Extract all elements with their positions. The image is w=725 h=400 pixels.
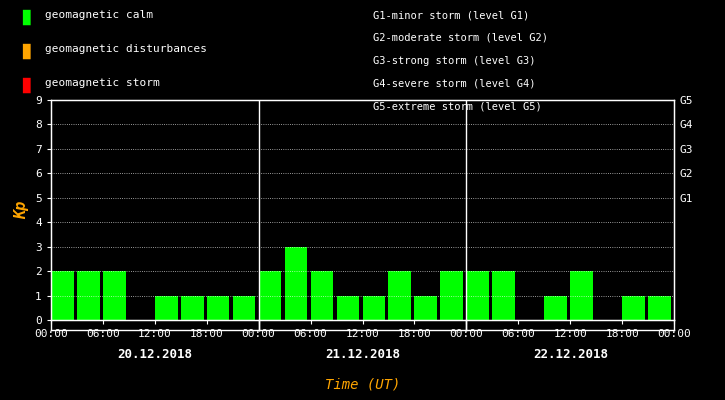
Y-axis label: Kp: Kp xyxy=(14,201,30,219)
Bar xyxy=(466,271,489,320)
Bar xyxy=(544,296,567,320)
Text: G2-moderate storm (level G2): G2-moderate storm (level G2) xyxy=(373,33,548,43)
Text: 20.12.2018: 20.12.2018 xyxy=(117,348,192,360)
Text: 21.12.2018: 21.12.2018 xyxy=(325,348,400,360)
Text: geomagnetic storm: geomagnetic storm xyxy=(45,78,160,88)
Bar xyxy=(77,271,99,320)
Bar xyxy=(181,296,204,320)
Bar xyxy=(389,271,411,320)
Bar xyxy=(51,271,74,320)
Text: geomagnetic disturbances: geomagnetic disturbances xyxy=(45,44,207,54)
Text: █: █ xyxy=(22,78,29,94)
Bar xyxy=(674,271,697,320)
Text: Time (UT): Time (UT) xyxy=(325,377,400,391)
Bar xyxy=(362,296,386,320)
Bar xyxy=(492,271,515,320)
Bar xyxy=(622,296,645,320)
Bar xyxy=(259,271,281,320)
Bar xyxy=(310,271,334,320)
Bar xyxy=(103,271,125,320)
Bar xyxy=(571,271,593,320)
Text: 22.12.2018: 22.12.2018 xyxy=(533,348,608,360)
Bar xyxy=(284,247,307,320)
Bar xyxy=(415,296,437,320)
Text: G4-severe storm (level G4): G4-severe storm (level G4) xyxy=(373,78,536,88)
Bar xyxy=(648,296,671,320)
Text: geomagnetic calm: geomagnetic calm xyxy=(45,10,153,20)
Bar xyxy=(233,296,255,320)
Text: G3-strong storm (level G3): G3-strong storm (level G3) xyxy=(373,56,536,66)
Bar xyxy=(154,296,178,320)
Bar xyxy=(440,271,463,320)
Bar xyxy=(207,296,230,320)
Bar xyxy=(700,271,723,320)
Text: █: █ xyxy=(22,44,29,60)
Text: G5-extreme storm (level G5): G5-extreme storm (level G5) xyxy=(373,101,542,111)
Text: █: █ xyxy=(22,10,29,26)
Bar xyxy=(336,296,360,320)
Text: G1-minor storm (level G1): G1-minor storm (level G1) xyxy=(373,10,530,20)
